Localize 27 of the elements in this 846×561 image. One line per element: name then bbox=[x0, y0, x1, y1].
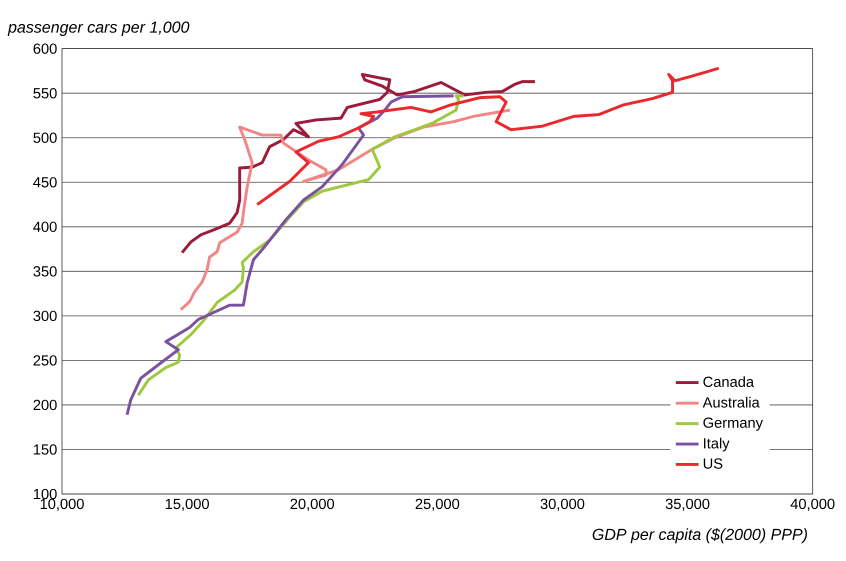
legend-label: US bbox=[704, 458, 722, 469]
y-tick-label: 600 bbox=[34, 43, 57, 54]
x-tick-label: 30,000 bbox=[540, 498, 584, 511]
line-series bbox=[180, 73, 536, 254]
y-tick-label: 200 bbox=[34, 400, 57, 410]
y-axis-title: passenger cars per 1,000 bbox=[8, 21, 190, 36]
legend-label: Canada bbox=[703, 376, 754, 387]
x-tick-label: 10,000 bbox=[40, 498, 84, 511]
y-tick-label: 150 bbox=[34, 444, 57, 455]
y-tick-label: 100 bbox=[34, 488, 57, 500]
y-tick-label: 250 bbox=[34, 355, 57, 366]
y-tick-label: 400 bbox=[33, 222, 57, 232]
legend-label: Italy bbox=[704, 438, 730, 452]
x-tick-label: 40,000 bbox=[790, 498, 835, 511]
x-tick-label: 15,000 bbox=[166, 498, 209, 511]
x-tick-label: 20,000 bbox=[290, 498, 334, 511]
x-axis-title: GDP per capita ($(2000) PPP) bbox=[592, 528, 807, 544]
y-tick-label: 350 bbox=[33, 266, 57, 277]
legend-label: Germany bbox=[703, 417, 763, 431]
y-tick-label: 450 bbox=[33, 177, 57, 188]
y-tick-label: 300 bbox=[33, 310, 57, 322]
x-tick-label: 25,000 bbox=[416, 498, 460, 511]
y-tick-label: 500 bbox=[33, 132, 57, 143]
legend-label: Australia bbox=[702, 396, 760, 408]
line-series bbox=[256, 66, 720, 206]
y-tick-label: 550 bbox=[33, 88, 57, 98]
x-tick-label: 35,000 bbox=[666, 498, 710, 511]
